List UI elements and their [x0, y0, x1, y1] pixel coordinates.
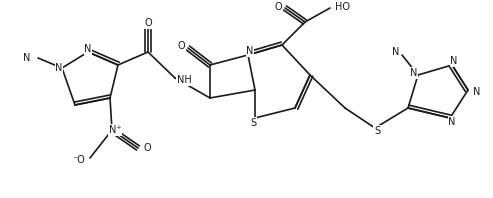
- Text: ⁻O: ⁻O: [72, 155, 85, 165]
- Text: S: S: [374, 126, 380, 136]
- Text: O: O: [144, 18, 152, 28]
- Text: N: N: [391, 47, 399, 57]
- Text: N⁺: N⁺: [108, 125, 121, 135]
- Text: N: N: [55, 63, 63, 73]
- Text: S: S: [250, 118, 256, 128]
- Text: N: N: [84, 44, 92, 54]
- Text: HO: HO: [335, 2, 350, 12]
- Text: N: N: [448, 117, 456, 127]
- Text: O: O: [177, 41, 185, 51]
- Text: NH: NH: [177, 75, 192, 85]
- Text: N: N: [23, 53, 30, 63]
- Text: O: O: [275, 2, 282, 12]
- Text: N: N: [473, 87, 480, 97]
- Text: N: N: [246, 46, 254, 56]
- Text: N: N: [450, 56, 458, 66]
- Text: O: O: [143, 143, 151, 153]
- Text: N: N: [410, 68, 418, 78]
